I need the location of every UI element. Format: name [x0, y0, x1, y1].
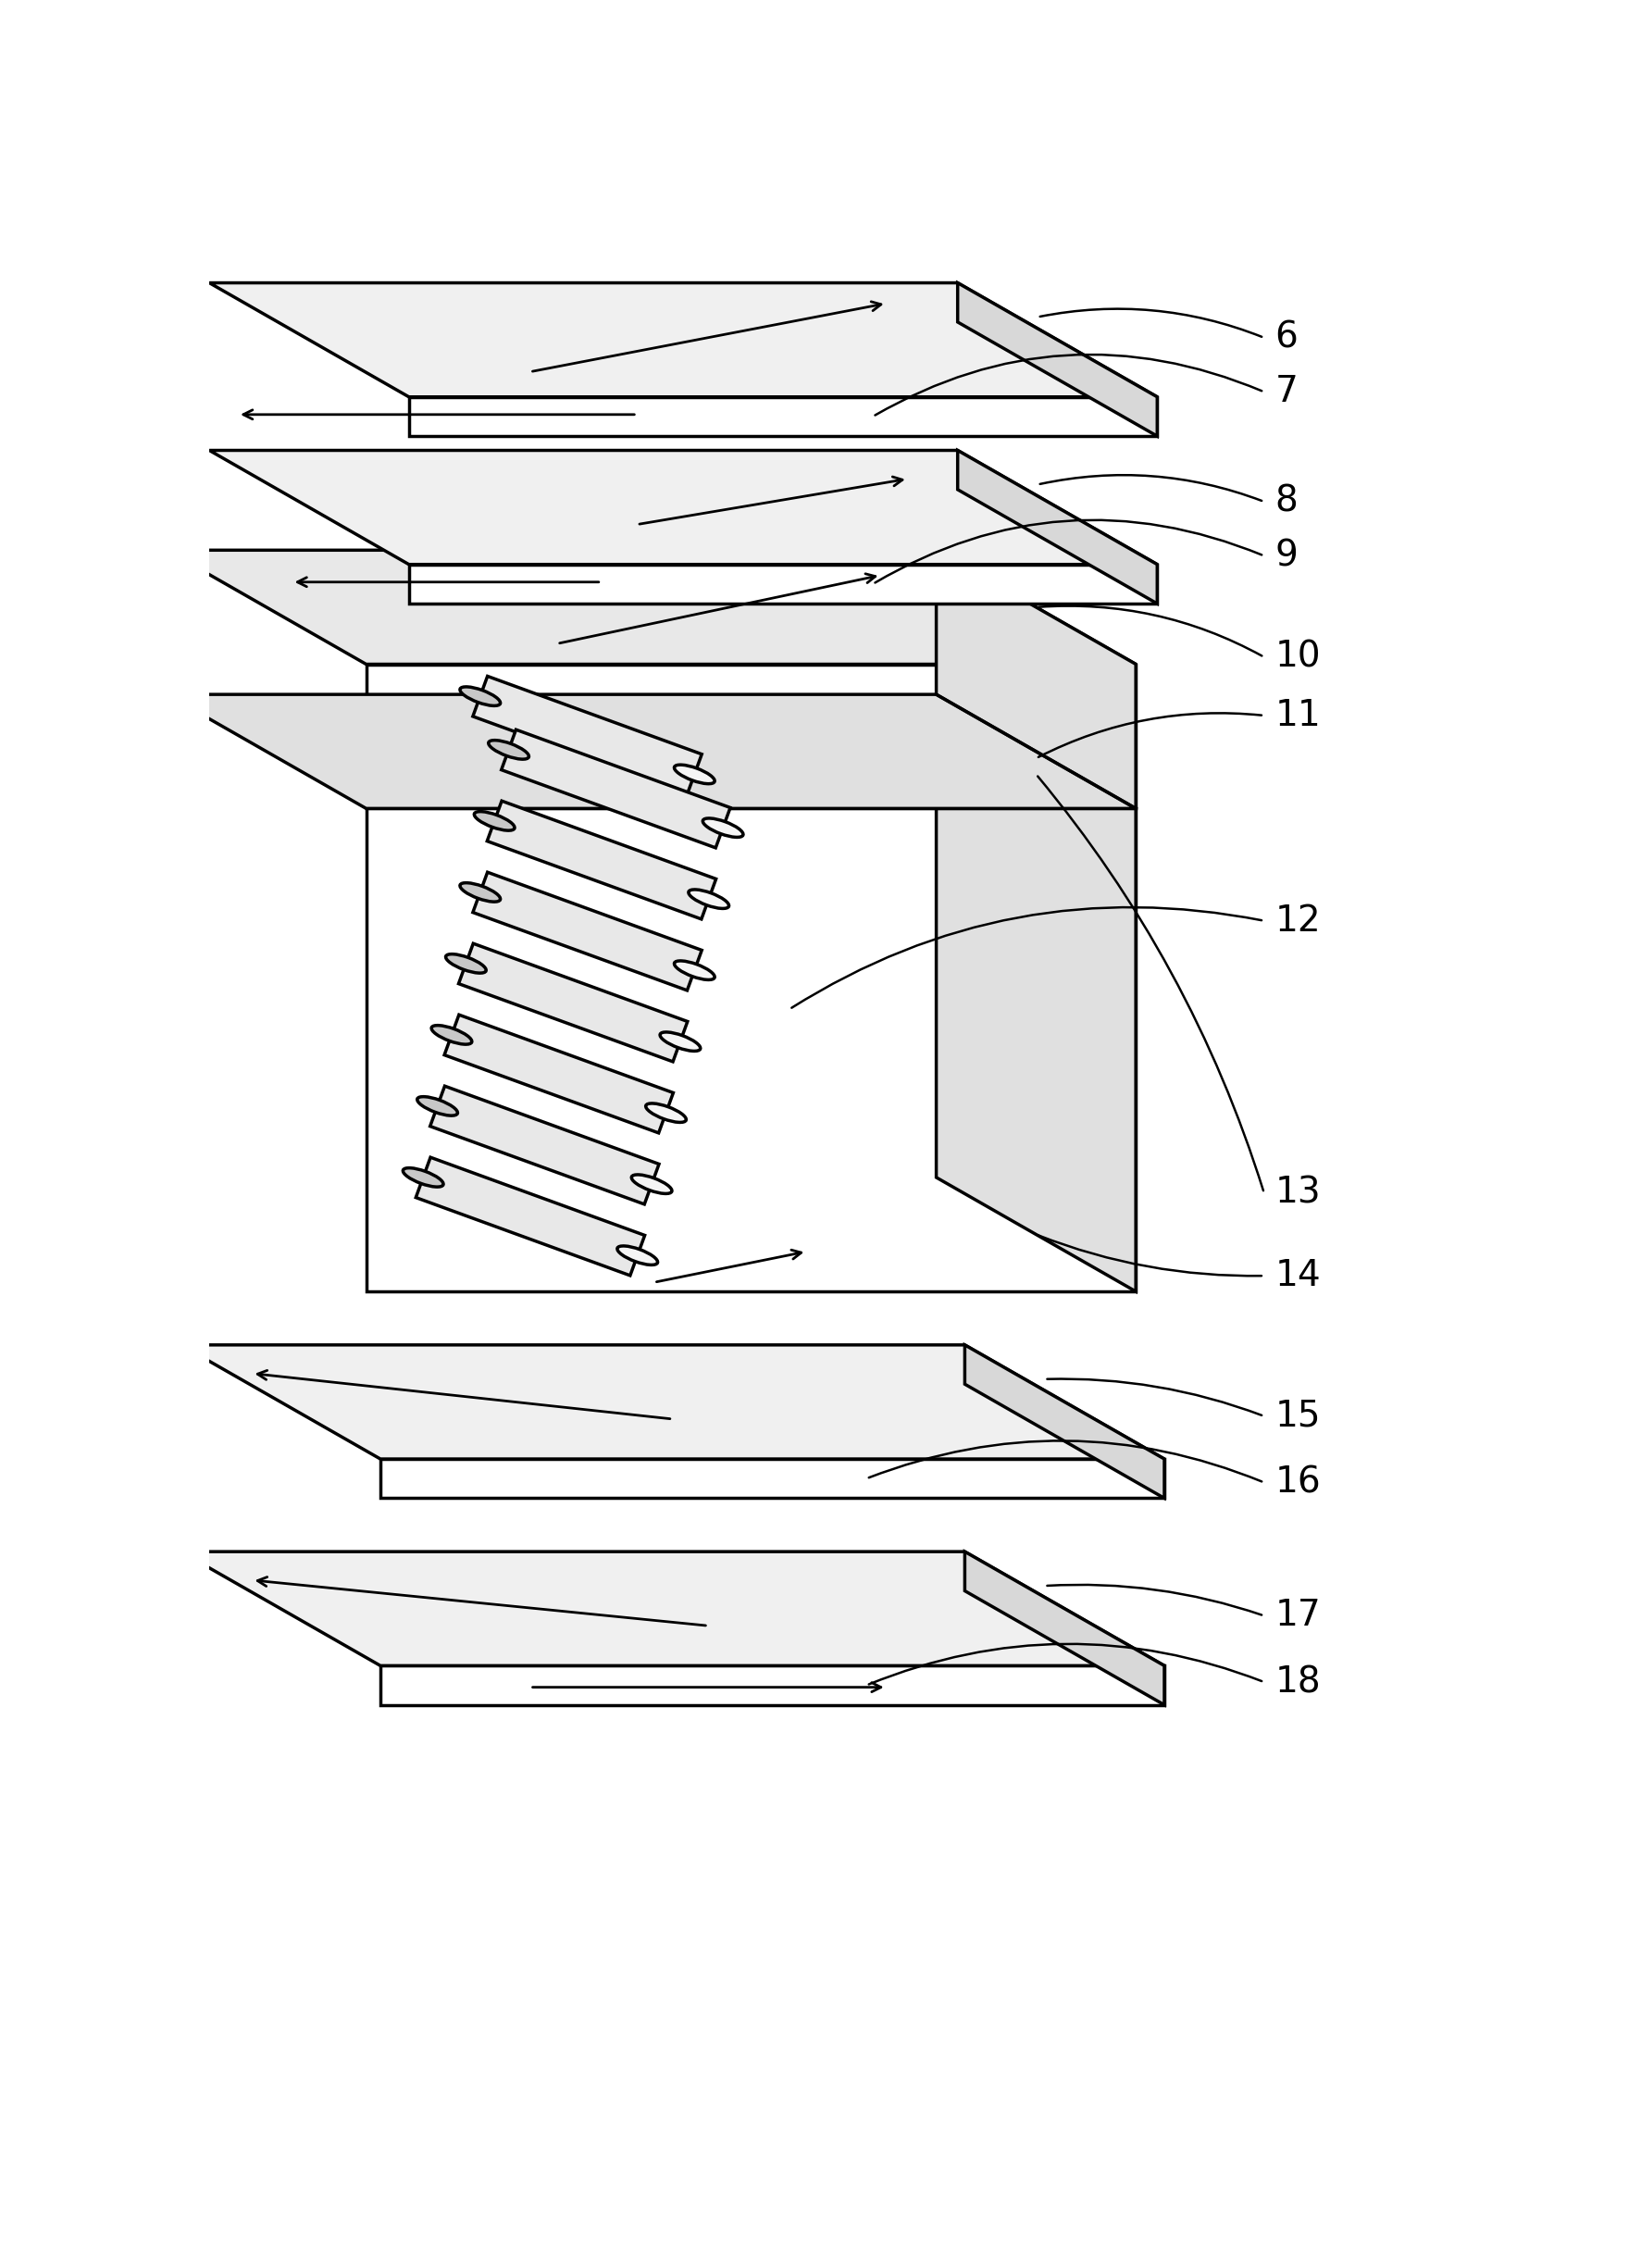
- Polygon shape: [965, 1551, 1163, 1706]
- Polygon shape: [210, 451, 1157, 565]
- Polygon shape: [166, 694, 1136, 807]
- Polygon shape: [210, 284, 1157, 397]
- Ellipse shape: [474, 812, 514, 830]
- Text: 18: 18: [1273, 1665, 1319, 1699]
- Polygon shape: [381, 1665, 1163, 1706]
- Polygon shape: [381, 1458, 1163, 1499]
- Polygon shape: [957, 451, 1157, 603]
- Ellipse shape: [702, 819, 743, 837]
- Polygon shape: [445, 1014, 673, 1134]
- Text: 11: 11: [1273, 699, 1319, 733]
- Ellipse shape: [688, 889, 729, 909]
- Ellipse shape: [632, 1175, 671, 1193]
- Polygon shape: [415, 1157, 645, 1275]
- Text: 15: 15: [1273, 1399, 1319, 1433]
- Text: 13: 13: [1273, 1175, 1319, 1211]
- Ellipse shape: [459, 882, 501, 903]
- Polygon shape: [409, 565, 1157, 603]
- Text: 16: 16: [1273, 1465, 1319, 1499]
- Text: 9: 9: [1273, 538, 1296, 574]
- Polygon shape: [166, 551, 1136, 665]
- Ellipse shape: [459, 687, 501, 705]
- Polygon shape: [473, 873, 701, 991]
- Ellipse shape: [674, 764, 714, 785]
- Polygon shape: [181, 1551, 1163, 1665]
- Polygon shape: [366, 665, 1136, 1290]
- Polygon shape: [473, 676, 701, 794]
- Ellipse shape: [445, 955, 486, 973]
- Text: 17: 17: [1273, 1599, 1319, 1633]
- Text: 6: 6: [1273, 320, 1296, 356]
- Polygon shape: [935, 551, 1136, 1290]
- Ellipse shape: [674, 962, 714, 980]
- Ellipse shape: [487, 739, 528, 760]
- Text: 14: 14: [1273, 1259, 1319, 1293]
- Polygon shape: [409, 397, 1157, 435]
- Polygon shape: [430, 1086, 658, 1204]
- Ellipse shape: [432, 1025, 471, 1043]
- Text: 8: 8: [1273, 483, 1296, 519]
- Ellipse shape: [617, 1245, 658, 1266]
- Polygon shape: [957, 284, 1157, 435]
- Text: 12: 12: [1273, 903, 1319, 939]
- Ellipse shape: [660, 1032, 701, 1050]
- Polygon shape: [501, 730, 730, 848]
- Ellipse shape: [402, 1168, 443, 1186]
- Polygon shape: [487, 801, 715, 919]
- Ellipse shape: [645, 1105, 686, 1123]
- Text: 10: 10: [1273, 640, 1319, 674]
- Polygon shape: [458, 943, 688, 1061]
- Polygon shape: [965, 1345, 1163, 1499]
- Polygon shape: [181, 1345, 1163, 1458]
- Text: 7: 7: [1273, 374, 1296, 411]
- Ellipse shape: [417, 1098, 458, 1116]
